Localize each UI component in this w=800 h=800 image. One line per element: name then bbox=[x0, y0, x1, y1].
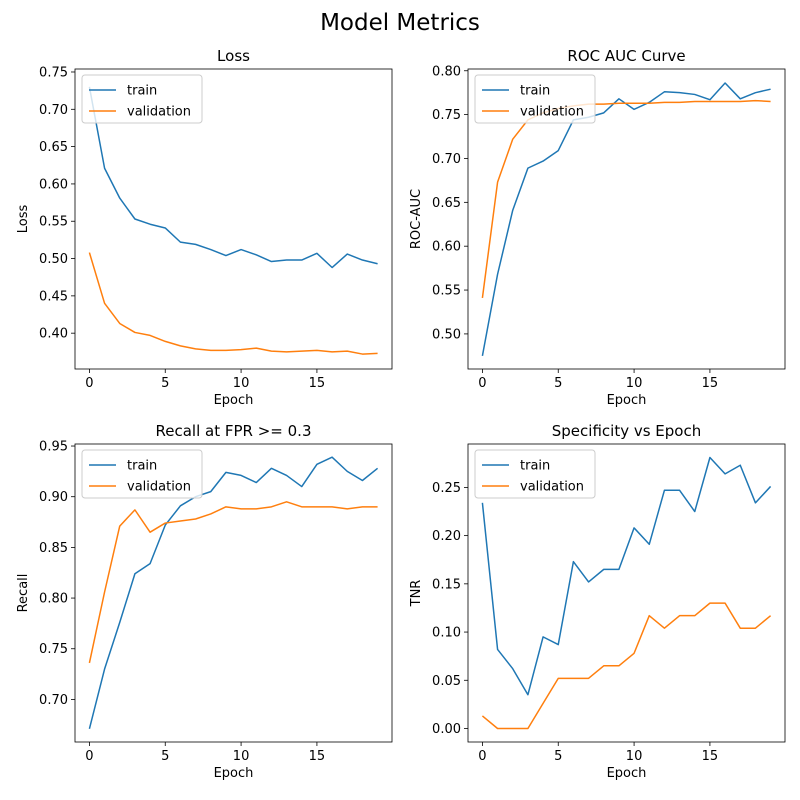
plot-frame bbox=[74, 443, 393, 743]
y-tick-label: 0.75 bbox=[432, 108, 461, 123]
y-tick-label: 0.25 bbox=[432, 481, 461, 496]
y-tick-label: 0.75 bbox=[39, 65, 68, 80]
y-tick-label: 0.85 bbox=[39, 541, 68, 556]
y-tick-label: 0.70 bbox=[39, 693, 68, 708]
series-line-validation bbox=[481, 602, 772, 730]
legend-label-train: train bbox=[127, 459, 157, 474]
panel-title: Recall at FPR >= 0.3 bbox=[156, 422, 312, 440]
plot-frame bbox=[467, 68, 786, 370]
x-tick-label: 10 bbox=[233, 376, 250, 391]
chart-panel-3: 0 5 10 15 0.70 0.75 0.80 0.85 0.90 0.95 Recall at … bbox=[16, 422, 393, 781]
y-tick-label: 0.50 bbox=[432, 327, 461, 342]
x-tick-label: 0 bbox=[478, 749, 486, 764]
x-tick-label: 15 bbox=[309, 749, 326, 764]
figure-title: Model Metrics bbox=[320, 10, 480, 36]
y-tick-label: 0.65 bbox=[39, 140, 68, 155]
x-tick-label: 10 bbox=[626, 376, 643, 391]
series-line-train bbox=[481, 82, 771, 356]
x-tick-label: 0 bbox=[85, 376, 93, 391]
y-tick-label: 0.70 bbox=[432, 152, 461, 167]
x-tick-label: 15 bbox=[702, 376, 719, 391]
y-axis-label: TNR bbox=[409, 580, 424, 608]
legend-label-train: train bbox=[127, 84, 157, 99]
y-tick-label: 0.45 bbox=[39, 289, 68, 304]
chart-panel-2: 0 5 10 15 0.50 0.55 0.60 0.65 0.70 0.75 0.80 ROC AU… bbox=[409, 47, 786, 408]
panel-title: Loss bbox=[217, 47, 250, 65]
x-tick-label: 15 bbox=[702, 749, 719, 764]
series-line-validation bbox=[88, 252, 378, 355]
panel-title: ROC AUC Curve bbox=[567, 47, 685, 65]
x-tick-label: 10 bbox=[233, 749, 250, 764]
y-tick-label: 0.60 bbox=[39, 177, 68, 192]
x-tick-label: 0 bbox=[478, 376, 486, 391]
x-axis-label: Epoch bbox=[214, 393, 254, 408]
x-tick-label: 15 bbox=[309, 376, 326, 391]
y-tick-label: 0.70 bbox=[39, 103, 68, 118]
legend-label-validation: validation bbox=[520, 105, 584, 120]
x-tick-label: 5 bbox=[554, 376, 562, 391]
series-line-train bbox=[481, 456, 772, 696]
series-line-train bbox=[88, 86, 378, 269]
y-tick-label: 0.55 bbox=[39, 215, 68, 230]
x-tick-label: 5 bbox=[554, 749, 562, 764]
y-tick-label: 0.65 bbox=[432, 196, 461, 211]
chart-panel-1: 0 5 10 15 0.40 0.45 0.50 0.55 0.60 0.65 0.70 0.75 Lo… bbox=[16, 47, 393, 408]
y-tick-label: 0.60 bbox=[432, 240, 461, 255]
x-axis-label: Epoch bbox=[607, 393, 647, 408]
plot-frame bbox=[74, 68, 393, 370]
y-tick-label: 0.90 bbox=[39, 490, 68, 505]
legend-label-validation: validation bbox=[127, 105, 191, 120]
series-line-validation bbox=[481, 99, 771, 299]
plot-frame bbox=[467, 443, 786, 743]
legend-label-validation: validation bbox=[127, 480, 191, 495]
y-tick-label: 0.40 bbox=[39, 327, 68, 342]
y-tick-label: 0.50 bbox=[39, 252, 68, 267]
x-tick-label: 10 bbox=[626, 749, 643, 764]
y-tick-label: 0.80 bbox=[39, 592, 68, 607]
legend-label-validation: validation bbox=[520, 480, 584, 495]
series-line-train bbox=[88, 456, 379, 730]
chart-panel-4: 0 5 10 15 0.00 0.05 0.10 0.15 0.20 0.25 Specificit… bbox=[409, 422, 786, 781]
y-tick-label: 0.80 bbox=[432, 64, 461, 79]
y-tick-label: 0.20 bbox=[432, 529, 461, 544]
y-tick-label: 0.05 bbox=[432, 674, 461, 689]
y-tick-label: 0.75 bbox=[39, 642, 68, 657]
y-axis-label: ROC-AUC bbox=[409, 189, 424, 249]
x-tick-label: 0 bbox=[85, 749, 93, 764]
y-tick-label: 0.15 bbox=[432, 577, 461, 592]
y-tick-label: 0.55 bbox=[432, 284, 461, 299]
y-axis-label: Loss bbox=[16, 205, 31, 234]
x-axis-label: Epoch bbox=[607, 766, 647, 781]
x-tick-label: 5 bbox=[161, 376, 169, 391]
series-line-validation bbox=[88, 501, 378, 664]
y-tick-label: 0.10 bbox=[432, 626, 461, 641]
y-axis-label: Recall bbox=[16, 574, 31, 613]
x-tick-label: 5 bbox=[161, 749, 169, 764]
x-axis-label: Epoch bbox=[214, 766, 254, 781]
y-tick-label: 0.00 bbox=[432, 722, 461, 737]
legend-label-train: train bbox=[520, 84, 550, 99]
y-tick-label: 0.95 bbox=[39, 440, 68, 455]
legend-label-train: train bbox=[520, 459, 550, 474]
panel-title: Specificity vs Epoch bbox=[552, 422, 701, 440]
